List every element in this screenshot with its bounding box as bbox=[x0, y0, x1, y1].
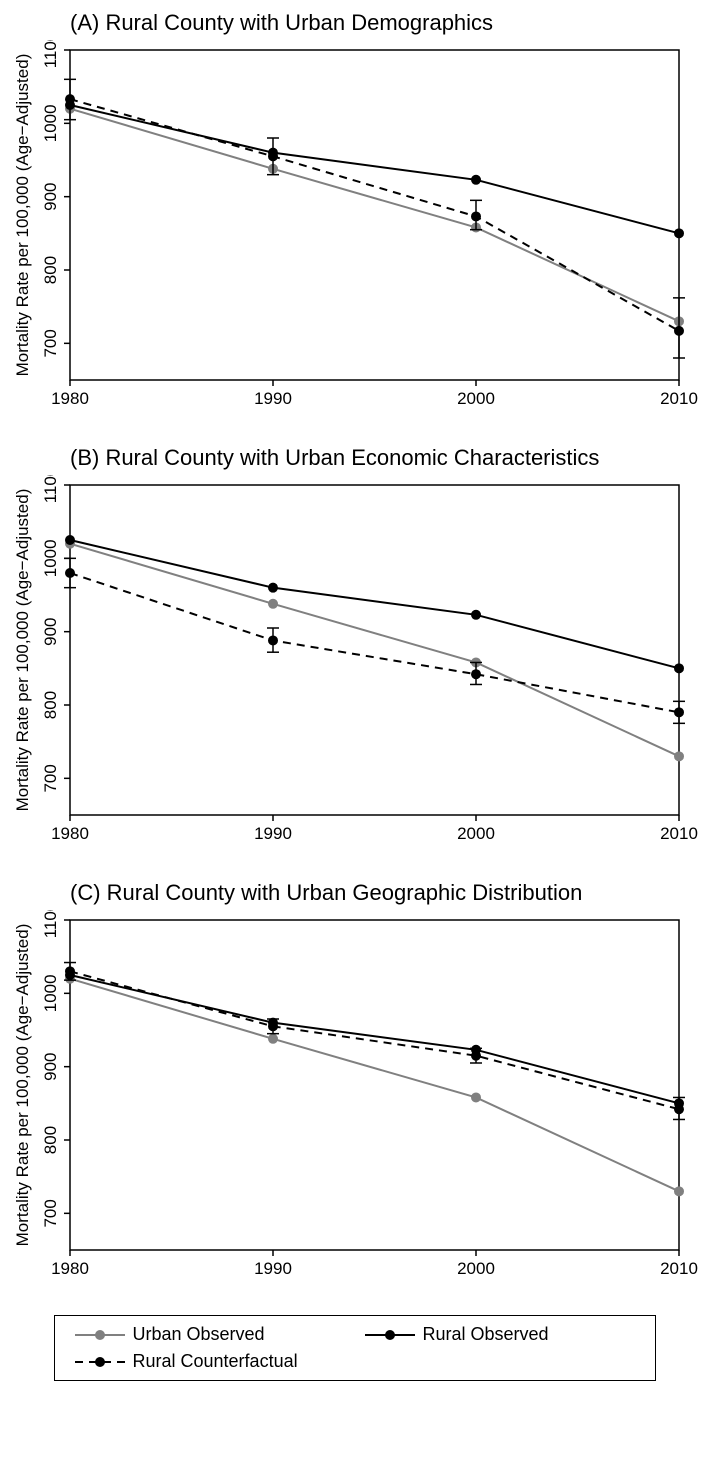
panel-0: (A) Rural County with Urban Demographics… bbox=[10, 10, 699, 425]
svg-text:2000: 2000 bbox=[457, 389, 495, 408]
svg-text:1990: 1990 bbox=[254, 389, 292, 408]
svg-text:1000: 1000 bbox=[41, 974, 60, 1012]
svg-text:2010: 2010 bbox=[660, 1259, 698, 1278]
svg-text:2010: 2010 bbox=[660, 824, 698, 843]
svg-text:1100: 1100 bbox=[41, 40, 60, 68]
svg-text:900: 900 bbox=[41, 182, 60, 210]
svg-text:800: 800 bbox=[41, 1126, 60, 1154]
svg-text:700: 700 bbox=[41, 764, 60, 792]
legend-item-0: Urban Observed bbox=[75, 1324, 345, 1345]
panel-1: (B) Rural County with Urban Economic Cha… bbox=[10, 445, 699, 860]
chart-panel-2: 700 800 900 1000 1100 1980 1990 2000 2010 Mortali… bbox=[10, 910, 699, 1290]
svg-text:1100: 1100 bbox=[41, 475, 60, 503]
svg-text:Mortality Rate per 100,000 (Ag: Mortality Rate per 100,000 (Age−Adjusted… bbox=[13, 54, 32, 377]
legend-swatch-0 bbox=[75, 1325, 125, 1345]
legend-label-0: Urban Observed bbox=[133, 1324, 265, 1345]
svg-text:800: 800 bbox=[41, 691, 60, 719]
svg-text:1980: 1980 bbox=[51, 1259, 89, 1278]
svg-text:1000: 1000 bbox=[41, 539, 60, 577]
chart-panel-1: 700 800 900 1000 1100 1980 1990 2000 2010 Mortali… bbox=[10, 475, 699, 855]
legend-label-2: Rural Counterfactual bbox=[133, 1351, 298, 1372]
legend-item-2: Rural Counterfactual bbox=[75, 1351, 345, 1372]
svg-text:Mortality Rate per 100,000 (Ag: Mortality Rate per 100,000 (Age−Adjusted… bbox=[13, 489, 32, 812]
svg-text:900: 900 bbox=[41, 1052, 60, 1080]
svg-text:Mortality Rate per 100,000 (Ag: Mortality Rate per 100,000 (Age−Adjusted… bbox=[13, 924, 32, 1247]
svg-text:1000: 1000 bbox=[41, 104, 60, 142]
svg-text:1990: 1990 bbox=[254, 1259, 292, 1278]
svg-text:1980: 1980 bbox=[51, 824, 89, 843]
panels-container: (A) Rural County with Urban Demographics… bbox=[10, 10, 699, 1295]
panel-2: (C) Rural County with Urban Geographic D… bbox=[10, 880, 699, 1295]
legend-item-1: Rural Observed bbox=[365, 1324, 635, 1345]
legend-label-1: Rural Observed bbox=[423, 1324, 549, 1345]
legend-box: Urban Observed Rural Observed Rural Coun… bbox=[54, 1315, 656, 1381]
legend-swatch-2 bbox=[75, 1352, 125, 1372]
legend-swatch-1 bbox=[365, 1325, 415, 1345]
svg-text:900: 900 bbox=[41, 617, 60, 645]
svg-text:2000: 2000 bbox=[457, 1259, 495, 1278]
chart-panel-0: 700 800 900 1000 1100 1980 1990 2000 2010 Mortali… bbox=[10, 40, 699, 420]
svg-text:1990: 1990 bbox=[254, 824, 292, 843]
figure-container: (A) Rural County with Urban Demographics… bbox=[10, 10, 699, 1381]
svg-text:700: 700 bbox=[41, 1199, 60, 1227]
svg-text:2010: 2010 bbox=[660, 389, 698, 408]
svg-text:1100: 1100 bbox=[41, 910, 60, 938]
svg-text:1980: 1980 bbox=[51, 389, 89, 408]
svg-text:700: 700 bbox=[41, 329, 60, 357]
panel-title-2: (C) Rural County with Urban Geographic D… bbox=[70, 880, 699, 906]
panel-title-0: (A) Rural County with Urban Demographics bbox=[70, 10, 699, 36]
svg-text:800: 800 bbox=[41, 256, 60, 284]
svg-text:2000: 2000 bbox=[457, 824, 495, 843]
panel-title-1: (B) Rural County with Urban Economic Cha… bbox=[70, 445, 699, 471]
